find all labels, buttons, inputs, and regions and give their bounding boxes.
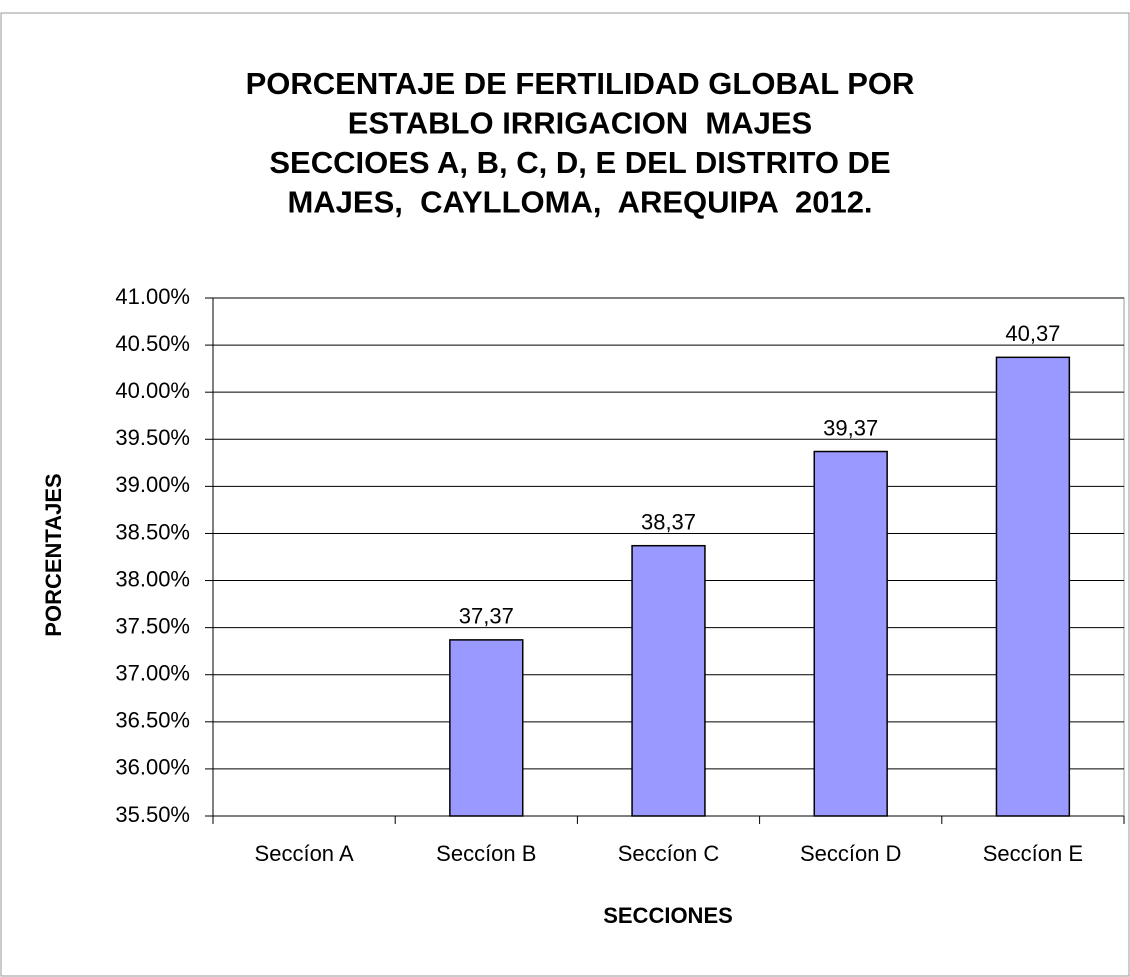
- y-tick-label: 35.50%: [115, 802, 190, 827]
- y-tick-label: 40.00%: [115, 378, 190, 403]
- bar: [995, 356, 1071, 817]
- y-axis-title: PORCENTAJES: [41, 473, 66, 636]
- chart-title: MAJES, CAYLLOMA, AREQUIPA 2012.: [287, 185, 872, 220]
- value-label: 40,37: [1005, 321, 1060, 346]
- chart-title: PORCENTAJE DE FERTILIDAD GLOBAL POR: [246, 66, 915, 101]
- y-tick-label: 38.00%: [115, 566, 190, 591]
- x-axis-title: SECCIONES: [603, 903, 733, 928]
- y-tick-label: 36.50%: [115, 708, 190, 733]
- value-label: 37,37: [459, 604, 514, 629]
- y-tick-label: 38.50%: [115, 519, 190, 544]
- y-tick-label: 39.50%: [115, 425, 190, 450]
- bar: [631, 544, 706, 817]
- x-tick-label: Seccíon E: [983, 841, 1083, 866]
- bar: [449, 639, 524, 817]
- y-tick-label: 37.00%: [115, 661, 190, 686]
- chart-title: ESTABLO IRRIGACION MAJES: [348, 106, 812, 141]
- y-tick-label: 39.00%: [115, 472, 190, 497]
- bar: [813, 450, 888, 817]
- x-tick-label: Seccíon B: [436, 841, 536, 866]
- x-tick-label: Seccíon A: [255, 841, 354, 866]
- y-tick-label: 36.00%: [115, 755, 190, 780]
- y-tick-label: 41.00%: [115, 284, 190, 309]
- x-tick-label: Seccíon C: [618, 841, 720, 866]
- chart-title: SECCIOES A, B, C, D, E DEL DISTRITO DE: [269, 145, 890, 180]
- value-label: 39,37: [823, 415, 878, 440]
- y-tick-label: 40.50%: [115, 331, 190, 356]
- value-label: 38,37: [641, 510, 696, 535]
- x-tick-label: Seccíon D: [800, 841, 902, 866]
- y-tick-label: 37.50%: [115, 613, 190, 638]
